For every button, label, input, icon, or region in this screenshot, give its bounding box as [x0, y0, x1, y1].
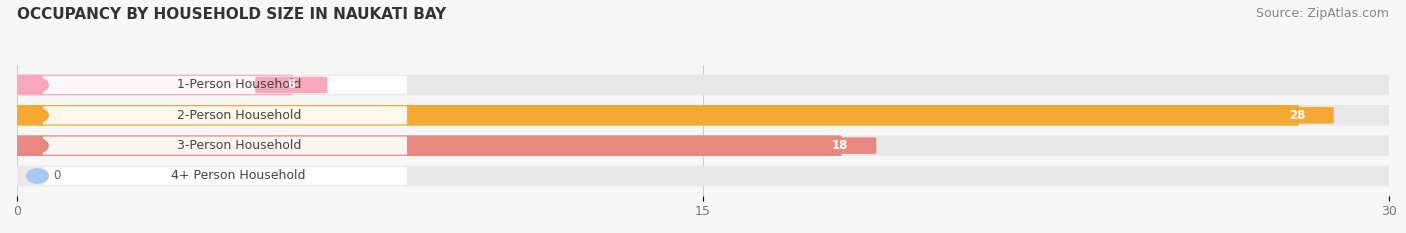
FancyBboxPatch shape: [44, 106, 408, 124]
FancyBboxPatch shape: [254, 77, 328, 93]
Text: 0: 0: [53, 169, 60, 182]
FancyBboxPatch shape: [15, 166, 1391, 186]
FancyBboxPatch shape: [15, 135, 842, 156]
Text: 28: 28: [1289, 109, 1306, 122]
FancyBboxPatch shape: [15, 75, 1391, 95]
FancyBboxPatch shape: [15, 75, 292, 95]
Text: 2-Person Household: 2-Person Household: [177, 109, 301, 122]
FancyBboxPatch shape: [44, 137, 408, 155]
Text: 1-Person Household: 1-Person Household: [177, 79, 301, 92]
Text: 3-Person Household: 3-Person Household: [177, 139, 301, 152]
FancyBboxPatch shape: [44, 167, 408, 185]
Text: Source: ZipAtlas.com: Source: ZipAtlas.com: [1256, 7, 1389, 20]
FancyBboxPatch shape: [44, 76, 408, 94]
Circle shape: [27, 138, 48, 153]
Circle shape: [27, 108, 48, 123]
Text: OCCUPANCY BY HOUSEHOLD SIZE IN NAUKATI BAY: OCCUPANCY BY HOUSEHOLD SIZE IN NAUKATI B…: [17, 7, 446, 22]
Circle shape: [27, 78, 48, 92]
Text: 18: 18: [832, 139, 848, 152]
FancyBboxPatch shape: [1261, 107, 1334, 123]
FancyBboxPatch shape: [15, 135, 1391, 156]
FancyBboxPatch shape: [15, 105, 1299, 126]
FancyBboxPatch shape: [15, 105, 1391, 126]
Text: 6: 6: [287, 79, 295, 92]
FancyBboxPatch shape: [804, 137, 876, 154]
Circle shape: [27, 169, 48, 183]
Text: 4+ Person Household: 4+ Person Household: [172, 169, 307, 182]
